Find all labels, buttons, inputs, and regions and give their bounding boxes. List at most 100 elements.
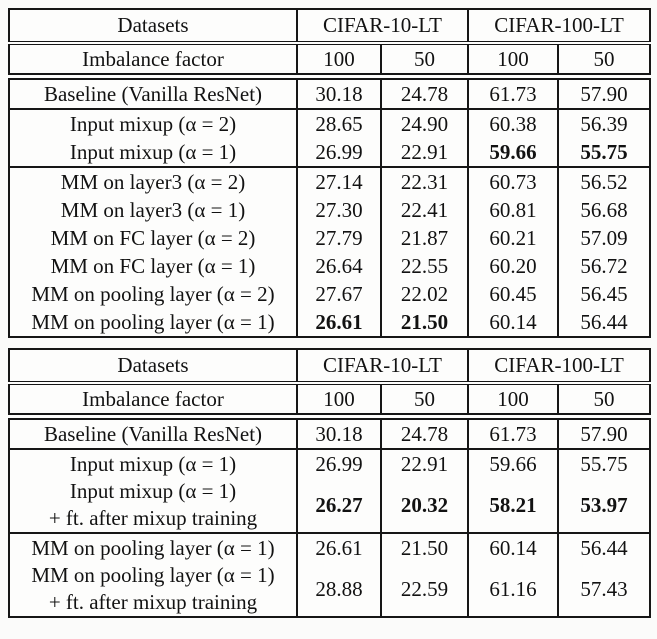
value-cell: 26.27 xyxy=(296,478,381,534)
value-cell: 57.90 xyxy=(557,416,651,450)
row-label-line2: + ft. after mixup training xyxy=(48,506,258,530)
value-cell: 60.81 xyxy=(467,196,559,224)
table-row-baseline: Baseline (Vanilla ResNet) 30.18 24.78 61… xyxy=(9,416,651,450)
value-cell: 24.78 xyxy=(379,416,469,450)
value-cell: 30.18 xyxy=(296,416,381,450)
t1-datasets-header: Datasets xyxy=(9,9,297,45)
value-cell: 61.73 xyxy=(467,76,559,110)
value-cell: 26.64 xyxy=(296,252,381,280)
row-label-line1: Input mixup (α = 1) xyxy=(69,479,237,503)
table-row-input-mixup-a2: Input mixup (α = 2) 28.65 24.90 60.38 56… xyxy=(9,109,651,138)
value-cell: 57.43 xyxy=(557,562,651,617)
value-cell: 58.21 xyxy=(467,478,559,534)
value-cell: 28.65 xyxy=(296,109,381,138)
t2-factor-cell: 100 xyxy=(467,383,559,420)
row-label: Input mixup (α = 1) + ft. after mixup tr… xyxy=(9,478,297,534)
table-row-mm-layer3-a2: MM on layer3 (α = 2) 27.14 22.31 60.73 5… xyxy=(9,167,651,196)
value-cell: 57.90 xyxy=(557,76,651,110)
value-cell: 21.87 xyxy=(379,224,469,252)
t2-datasets-header: Datasets xyxy=(9,349,297,385)
row-label: Input mixup (α = 2) xyxy=(69,111,237,136)
table-row-input-mixup-a1: Input mixup (α = 1) 26.99 22.91 59.66 55… xyxy=(9,449,651,478)
t1-cifar100-header: CIFAR-100-LT xyxy=(467,9,651,45)
t1-factor-cell: 50 xyxy=(379,43,469,80)
value-cell: 61.73 xyxy=(467,416,559,450)
table-row-mm-pooling-a1-finetune: MM on pooling layer (α = 1) + ft. after … xyxy=(9,562,651,617)
t2-factor-cell: 50 xyxy=(379,383,469,420)
row-label: MM on FC layer (α = 1) xyxy=(50,253,256,278)
value-cell: 22.91 xyxy=(379,138,469,168)
t1-header-imbalance-row: Imbalance factor 100 50 100 50 xyxy=(9,43,651,80)
t2-factor-cell: 100 xyxy=(296,383,381,420)
table-row-mm-fc-a1: MM on FC layer (α = 1) 26.64 22.55 60.20… xyxy=(9,252,651,280)
value-cell: 55.75 xyxy=(557,138,651,168)
value-cell: 27.30 xyxy=(296,196,381,224)
value-cell: 22.31 xyxy=(379,167,469,196)
row-label: Baseline (Vanilla ResNet) xyxy=(9,416,297,450)
value-cell: 30.18 xyxy=(296,76,381,110)
value-cell: 53.97 xyxy=(557,478,651,534)
value-cell: 61.16 xyxy=(467,562,559,617)
t2-imbalance-header: Imbalance factor xyxy=(9,383,297,420)
t1-factor-cell: 50 xyxy=(557,43,651,80)
t2-cifar10-header: CIFAR-10-LT xyxy=(295,349,469,385)
value-cell: 55.75 xyxy=(557,449,651,478)
results-table-1: Datasets CIFAR-10-LT CIFAR-100-LT Imbala… xyxy=(8,8,652,338)
t2-cifar100-header: CIFAR-100-LT xyxy=(467,349,651,385)
row-label: MM on pooling layer (α = 1) + ft. after … xyxy=(9,562,297,617)
row-label-line2: + ft. after mixup training xyxy=(48,590,258,614)
value-cell: 24.78 xyxy=(379,76,469,110)
value-cell: 60.20 xyxy=(467,252,559,280)
value-cell: 26.61 xyxy=(296,533,381,562)
t2-factor-cell: 50 xyxy=(557,383,651,420)
row-label: MM on layer3 (α = 2) xyxy=(60,169,246,194)
value-cell: 56.68 xyxy=(557,196,651,224)
value-cell: 22.55 xyxy=(379,252,469,280)
row-label: MM on pooling layer (α = 2) xyxy=(31,281,275,306)
value-cell: 27.79 xyxy=(296,224,381,252)
value-cell: 26.99 xyxy=(296,449,381,478)
row-label: Input mixup (α = 1) xyxy=(69,451,237,476)
row-label: MM on pooling layer (α = 1) xyxy=(31,535,275,560)
table-row-baseline: Baseline (Vanilla ResNet) 30.18 24.78 61… xyxy=(9,76,651,110)
value-cell: 60.21 xyxy=(467,224,559,252)
value-cell: 26.99 xyxy=(296,138,381,168)
row-label-line1: MM on pooling layer (α = 1) xyxy=(31,563,275,587)
value-cell: 60.14 xyxy=(467,533,559,562)
table-row-mm-layer3-a1: MM on layer3 (α = 1) 27.30 22.41 60.81 5… xyxy=(9,196,651,224)
value-cell: 21.50 xyxy=(379,533,469,562)
value-cell: 56.44 xyxy=(557,308,651,337)
value-cell: 22.59 xyxy=(379,562,469,617)
value-cell: 21.50 xyxy=(379,308,469,337)
table-row-input-mixup-a1: Input mixup (α = 1) 26.99 22.91 59.66 55… xyxy=(9,138,651,168)
t1-imbalance-header: Imbalance factor xyxy=(9,43,297,80)
value-cell: 22.41 xyxy=(379,196,469,224)
t1-header-datasets-row: Datasets CIFAR-10-LT CIFAR-100-LT xyxy=(9,9,651,45)
value-cell: 59.66 xyxy=(467,138,559,168)
value-cell: 56.39 xyxy=(557,109,651,138)
t2-header-imbalance-row: Imbalance factor 100 50 100 50 xyxy=(9,383,651,420)
value-cell: 22.02 xyxy=(379,280,469,308)
table-row-mm-pooling-a2: MM on pooling layer (α = 2) 27.67 22.02 … xyxy=(9,280,651,308)
row-label: Input mixup (α = 1) xyxy=(9,138,297,168)
table-row-input-mixup-a1-finetune: Input mixup (α = 1) + ft. after mixup tr… xyxy=(9,478,651,534)
t1-factor-cell: 100 xyxy=(296,43,381,80)
results-table-2: Datasets CIFAR-10-LT CIFAR-100-LT Imbala… xyxy=(8,348,652,618)
t1-cifar10-header: CIFAR-10-LT xyxy=(295,9,469,45)
value-cell: 56.44 xyxy=(557,533,651,562)
row-label: Baseline (Vanilla ResNet) xyxy=(9,76,297,110)
value-cell: 60.45 xyxy=(467,280,559,308)
t2-header-datasets-row: Datasets CIFAR-10-LT CIFAR-100-LT xyxy=(9,349,651,385)
value-cell: 22.91 xyxy=(379,449,469,478)
value-cell: 28.88 xyxy=(296,562,381,617)
value-cell: 57.09 xyxy=(557,224,651,252)
value-cell: 60.73 xyxy=(467,167,559,196)
value-cell: 56.52 xyxy=(557,167,651,196)
t1-factor-cell: 100 xyxy=(467,43,559,80)
value-cell: 60.14 xyxy=(467,308,559,337)
table-row-mm-fc-a2: MM on FC layer (α = 2) 27.79 21.87 60.21… xyxy=(9,224,651,252)
value-cell: 56.45 xyxy=(557,280,651,308)
value-cell: 27.14 xyxy=(296,167,381,196)
row-label: MM on pooling layer (α = 1) xyxy=(31,309,275,334)
